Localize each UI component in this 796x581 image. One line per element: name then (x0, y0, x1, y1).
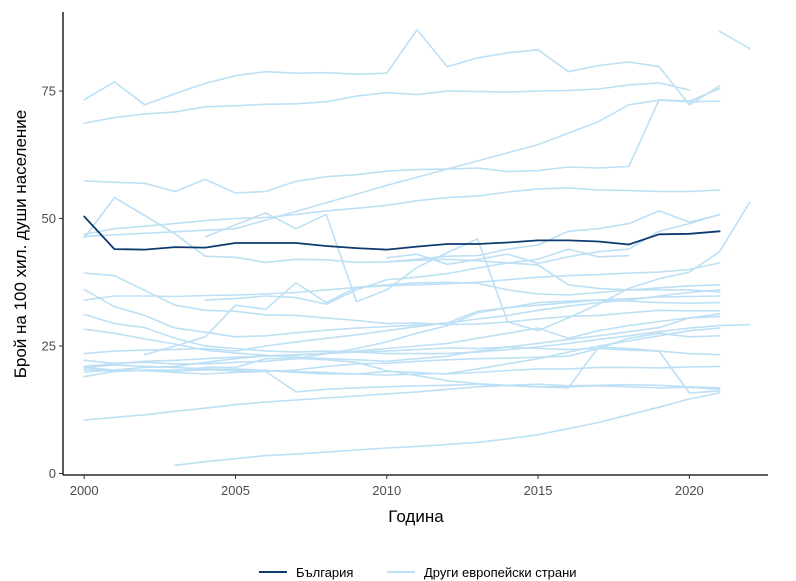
other-country-line-7 (83, 187, 721, 236)
x-tick-label: 2010 (372, 483, 401, 498)
y-tick-label: 0 (49, 466, 56, 481)
other-country-line-17 (143, 262, 721, 356)
x-tick-label: 2015 (524, 483, 553, 498)
other-country-line-4 (83, 87, 721, 194)
other-country-line-11 (83, 281, 721, 301)
legend: България Други европейски страни (259, 565, 577, 580)
other-country-line-20 (83, 315, 721, 368)
other-country-line-12 (204, 248, 630, 305)
x-tick-label: 2000 (70, 483, 99, 498)
other-country-line-9 (83, 272, 721, 326)
other-country-line-27 (83, 383, 721, 421)
other-country-line-15 (83, 313, 751, 355)
other-country-line-1 (83, 29, 721, 106)
other-country-line-5 (83, 99, 721, 238)
y-tick-label: 50 (42, 211, 56, 226)
other-country-line-24 (83, 332, 721, 378)
other-country-line-28 (174, 392, 721, 467)
other-country-line-13 (386, 213, 721, 266)
y-tick-label: 75 (42, 84, 56, 99)
other-countries-lines (83, 29, 751, 467)
other-country-line-2 (83, 82, 691, 124)
other-country-line-14 (386, 210, 721, 263)
legend-label-bulgaria: България (296, 565, 353, 580)
ticks: 2000 2005 2010 2015 2020 0 25 50 75 (42, 84, 704, 498)
other-country-line-16 (83, 313, 721, 363)
x-axis-title: Година (388, 507, 444, 526)
other-country-line-26 (83, 346, 721, 394)
other-country-line-3 (718, 30, 751, 50)
bulgaria-series-line (83, 215, 721, 251)
x-tick-label: 2005 (221, 483, 250, 498)
bulgaria-line (83, 215, 721, 251)
legend-label-others: Други европейски страни (424, 565, 577, 580)
other-country-line-18 (83, 295, 721, 355)
x-tick-label: 2020 (675, 483, 704, 498)
y-axis-title: Брой на 100 хил. души население (11, 110, 30, 379)
y-tick-label: 25 (42, 338, 56, 353)
axes (62, 12, 768, 476)
other-country-line-23 (83, 346, 721, 373)
